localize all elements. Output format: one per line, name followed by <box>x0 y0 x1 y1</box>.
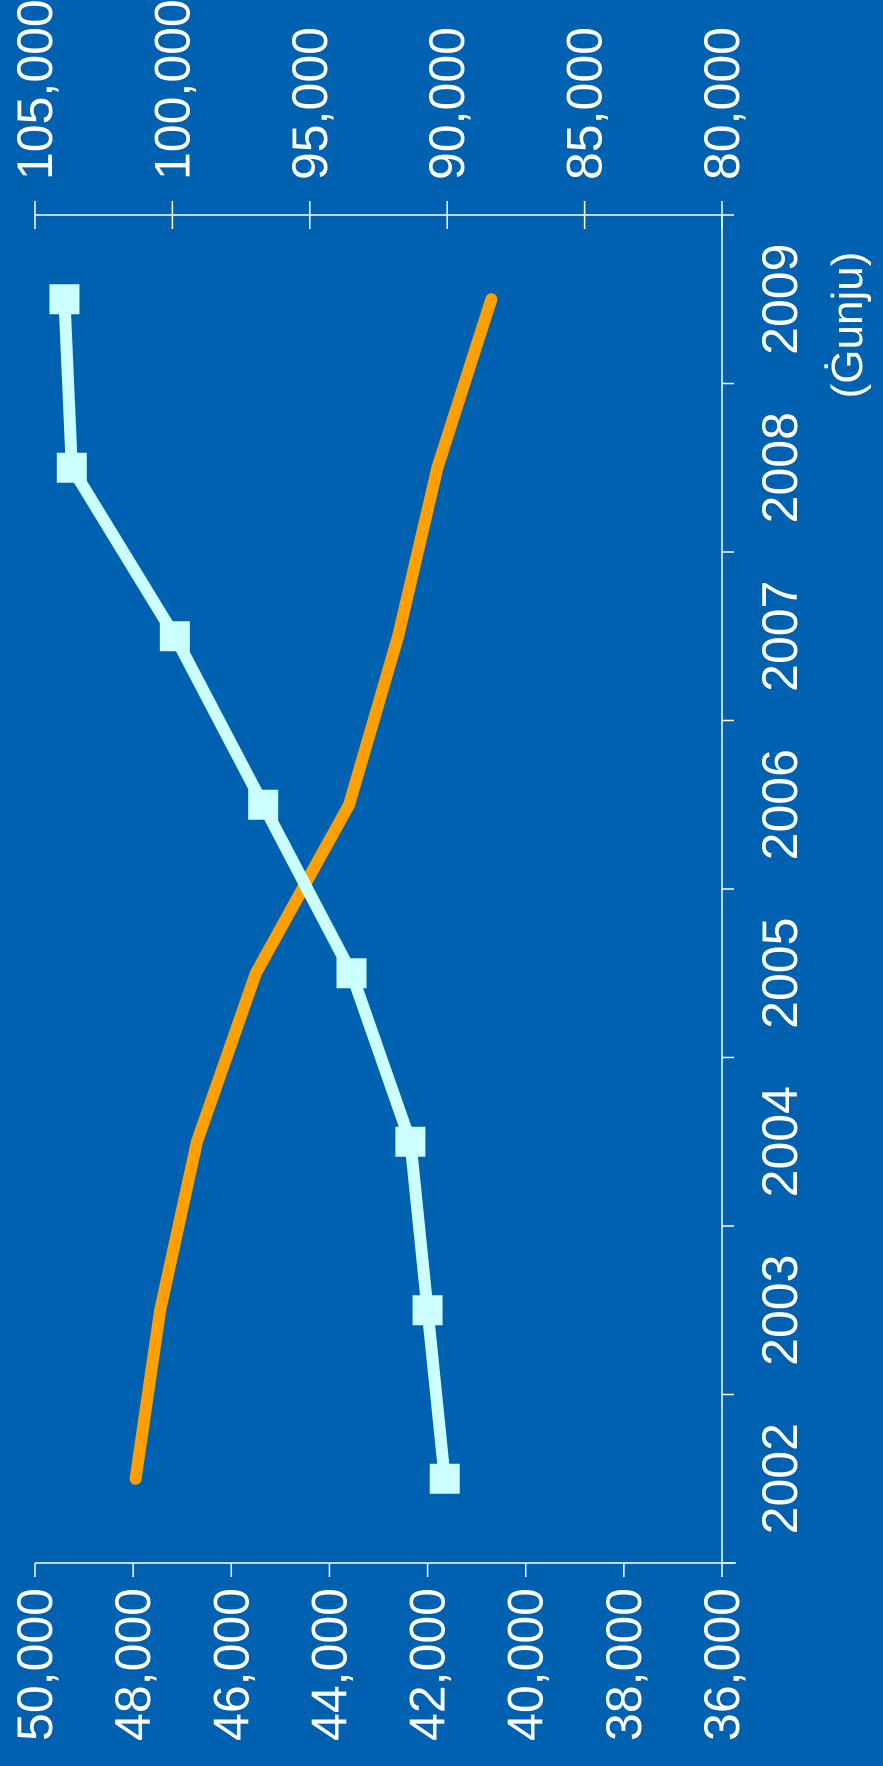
x-tick-label: 2006 <box>752 749 808 860</box>
x-tick-label: 2004 <box>752 1086 808 1197</box>
right-value-tick-label: 85,000 <box>557 27 613 180</box>
data-point-marker <box>336 958 367 989</box>
right-value-tick-label: 100,000 <box>144 0 200 180</box>
axes <box>34 201 736 1577</box>
labels-layer: 2002 2003 2004 2005 2006 2007 2008 2009 (Ġunju) 5… <box>7 0 872 1741</box>
data-point-marker <box>395 1126 426 1157</box>
series-line <box>58 293 451 1485</box>
data-point-marker <box>159 621 190 652</box>
right-value-tick-label: 80,000 <box>694 27 750 180</box>
left-value-tick-label: 46,000 <box>203 1588 259 1741</box>
x-tick-label: 2009 <box>752 244 808 355</box>
x-tick-label: 2003 <box>752 1255 808 1366</box>
left-value-tick-label: 36,000 <box>694 1588 750 1741</box>
right-value-tick-label: 105,000 <box>7 0 63 180</box>
data-point-marker <box>429 1463 460 1494</box>
x-tick-label: 2007 <box>752 581 808 692</box>
data-point-marker <box>248 789 279 820</box>
x-tick-label: 2008 <box>752 412 808 523</box>
left-value-tick-label: 50,000 <box>7 1588 63 1741</box>
data-point-marker <box>412 1295 443 1326</box>
left-value-tick-label: 40,000 <box>498 1588 554 1741</box>
right-value-tick-label: 90,000 <box>419 27 475 180</box>
right-value-tick-label: 95,000 <box>282 27 338 180</box>
data-point-marker <box>49 284 80 315</box>
data-point-marker <box>56 452 87 483</box>
series-2 <box>49 284 460 1494</box>
x-tick-label: 2005 <box>752 918 808 1029</box>
left-value-tick-label: 48,000 <box>105 1588 161 1741</box>
series-layer <box>49 284 498 1494</box>
left-value-tick-label: 44,000 <box>301 1588 357 1741</box>
x-axis-title: (Ġunju) <box>823 252 872 399</box>
left-value-tick-label: 38,000 <box>596 1588 652 1741</box>
left-value-tick-label: 42,000 <box>400 1588 456 1741</box>
x-tick-label: 2002 <box>752 1423 808 1534</box>
